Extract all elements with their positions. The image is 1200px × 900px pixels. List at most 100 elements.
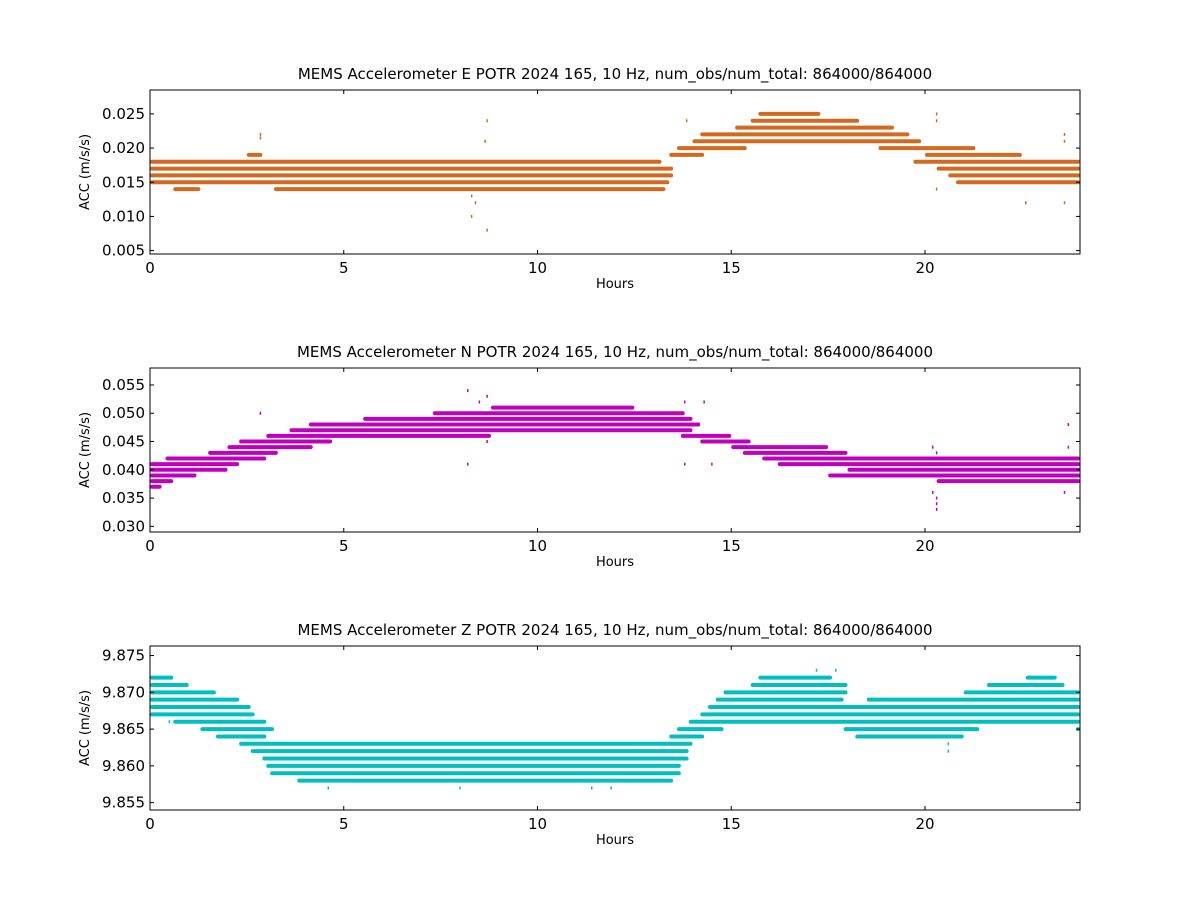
y-tick-label-e-4: 0.025 [102,105,145,123]
plot-data-n [150,389,1080,511]
data-band-n-8-0 [239,439,333,444]
data-band-z-0-0 [297,778,674,783]
data-point-z-8 [381,742,384,746]
data-band-n-10-0 [289,428,693,433]
data-band-n-6-0 [208,450,278,455]
data-band-n-6-1 [742,450,848,455]
data-point-n-11 [935,451,938,455]
chart-n: MEMS Accelerometer N POTR 2024 165, 10 H… [78,343,1081,570]
y-tick-label-n-1: 0.035 [102,489,145,507]
data-point-e-13 [1063,139,1066,143]
data-band-e-3-1 [936,166,1080,171]
data-band-z-11-1 [715,697,844,702]
data-band-n-0-0 [150,484,162,489]
x-tick-label-e-1: 5 [339,259,349,277]
chart-title-e: MEMS Accelerometer E POTR 2024 165, 10 H… [298,65,932,84]
plot-data-e [150,111,1080,232]
data-band-z-11-0 [150,697,240,702]
data-band-n-4-0 [150,462,240,467]
y-tick-label-n-3: 0.045 [102,433,145,451]
x-tick-label-z-4: 20 [915,815,934,833]
data-band-n-12-0 [363,416,693,421]
data-band-e-4-1 [913,159,1080,164]
data-point-n-5 [486,440,488,444]
data-band-z-14-0 [150,675,174,680]
data-band-z-10-0 [150,705,251,710]
data-point-n-17 [1067,445,1070,449]
y-tick-label-z-1: 9.860 [102,757,145,775]
data-band-n-11-0 [308,422,701,427]
data-point-z-6 [610,786,612,790]
data-point-n-10 [932,445,934,449]
data-band-z-5-0 [239,741,693,746]
data-band-z-4-0 [250,749,689,754]
data-point-e-5 [474,201,477,205]
data-band-n-4-1 [777,462,1080,467]
x-tick-label-z-0: 0 [145,815,155,833]
x-tick-label-e-0: 0 [145,259,155,277]
data-point-e-7 [486,228,488,232]
data-band-e-0-1 [274,187,666,192]
plot-data-z [150,668,1080,790]
data-band-z-12-1 [723,690,848,695]
data-point-z-4 [459,786,461,790]
data-band-e-2-0 [150,173,674,178]
data-band-z-8-1 [688,719,1080,724]
data-band-z-7-0 [200,727,274,732]
data-band-n-3-0 [150,467,228,472]
data-point-e-2 [486,119,488,123]
data-band-z-11-2 [866,697,1080,702]
data-band-n-13-0 [432,411,685,416]
data-band-z-14-1 [758,675,832,680]
data-band-e-5-2 [925,152,1022,157]
x-axis-label-z: Hours [596,833,634,848]
data-point-z-7 [366,742,368,746]
data-band-e-11-0 [758,111,821,116]
data-point-n-18 [1063,490,1066,494]
data-point-z-3 [327,786,329,790]
y-tick-label-n-0: 0.030 [102,517,145,535]
data-band-n-8-1 [700,439,751,444]
y-tick-label-e-3: 0.020 [102,139,145,157]
y-tick-label-e-1: 0.010 [102,207,145,225]
data-band-z-13-1 [750,682,848,687]
data-point-e-11 [935,187,938,191]
data-band-z-1-0 [270,771,681,776]
axes-frame-n [149,367,1081,533]
data-band-z-7-1 [677,727,724,732]
data-band-e-4-0 [150,159,662,164]
data-point-e-6 [470,214,473,218]
data-band-n-14-0 [491,405,635,410]
x-tick-label-n-1: 5 [339,537,349,555]
data-point-n-13 [935,496,938,500]
data-band-n-7-0 [227,445,313,450]
data-point-e-9 [935,112,938,116]
data-point-z-1 [835,668,837,672]
data-point-z-5 [591,786,593,790]
data-band-e-5-0 [246,152,263,157]
x-tick-label-n-0: 0 [145,537,155,555]
data-point-n-8 [684,462,686,466]
data-band-e-0-0 [173,187,201,192]
x-tick-label-e-4: 20 [915,259,934,277]
y-tick-label-n-4: 0.050 [102,404,145,422]
data-point-z-11 [947,749,949,753]
data-point-n-7 [703,400,705,404]
data-point-e-4 [470,194,473,198]
chart-title-z: MEMS Accelerometer Z POTR 2024 165, 10 H… [297,621,932,640]
data-band-z-6-1 [669,734,705,739]
y-tick-label-n-2: 0.040 [102,461,145,479]
data-band-e-8-0 [700,132,910,137]
y-tick-label-z-0: 9.855 [102,794,145,812]
data-point-z-2 [1067,690,1070,694]
data-band-z-6-2 [855,734,964,739]
x-tick-label-n-2: 10 [528,537,547,555]
data-band-e-6-1 [878,146,976,151]
data-band-z-3-0 [262,756,689,761]
data-point-e-3 [484,139,486,143]
data-band-z-14-2 [1025,675,1057,680]
data-band-n-9-1 [680,433,732,438]
data-band-n-5-0 [165,456,267,461]
data-band-e-6-0 [677,146,747,151]
